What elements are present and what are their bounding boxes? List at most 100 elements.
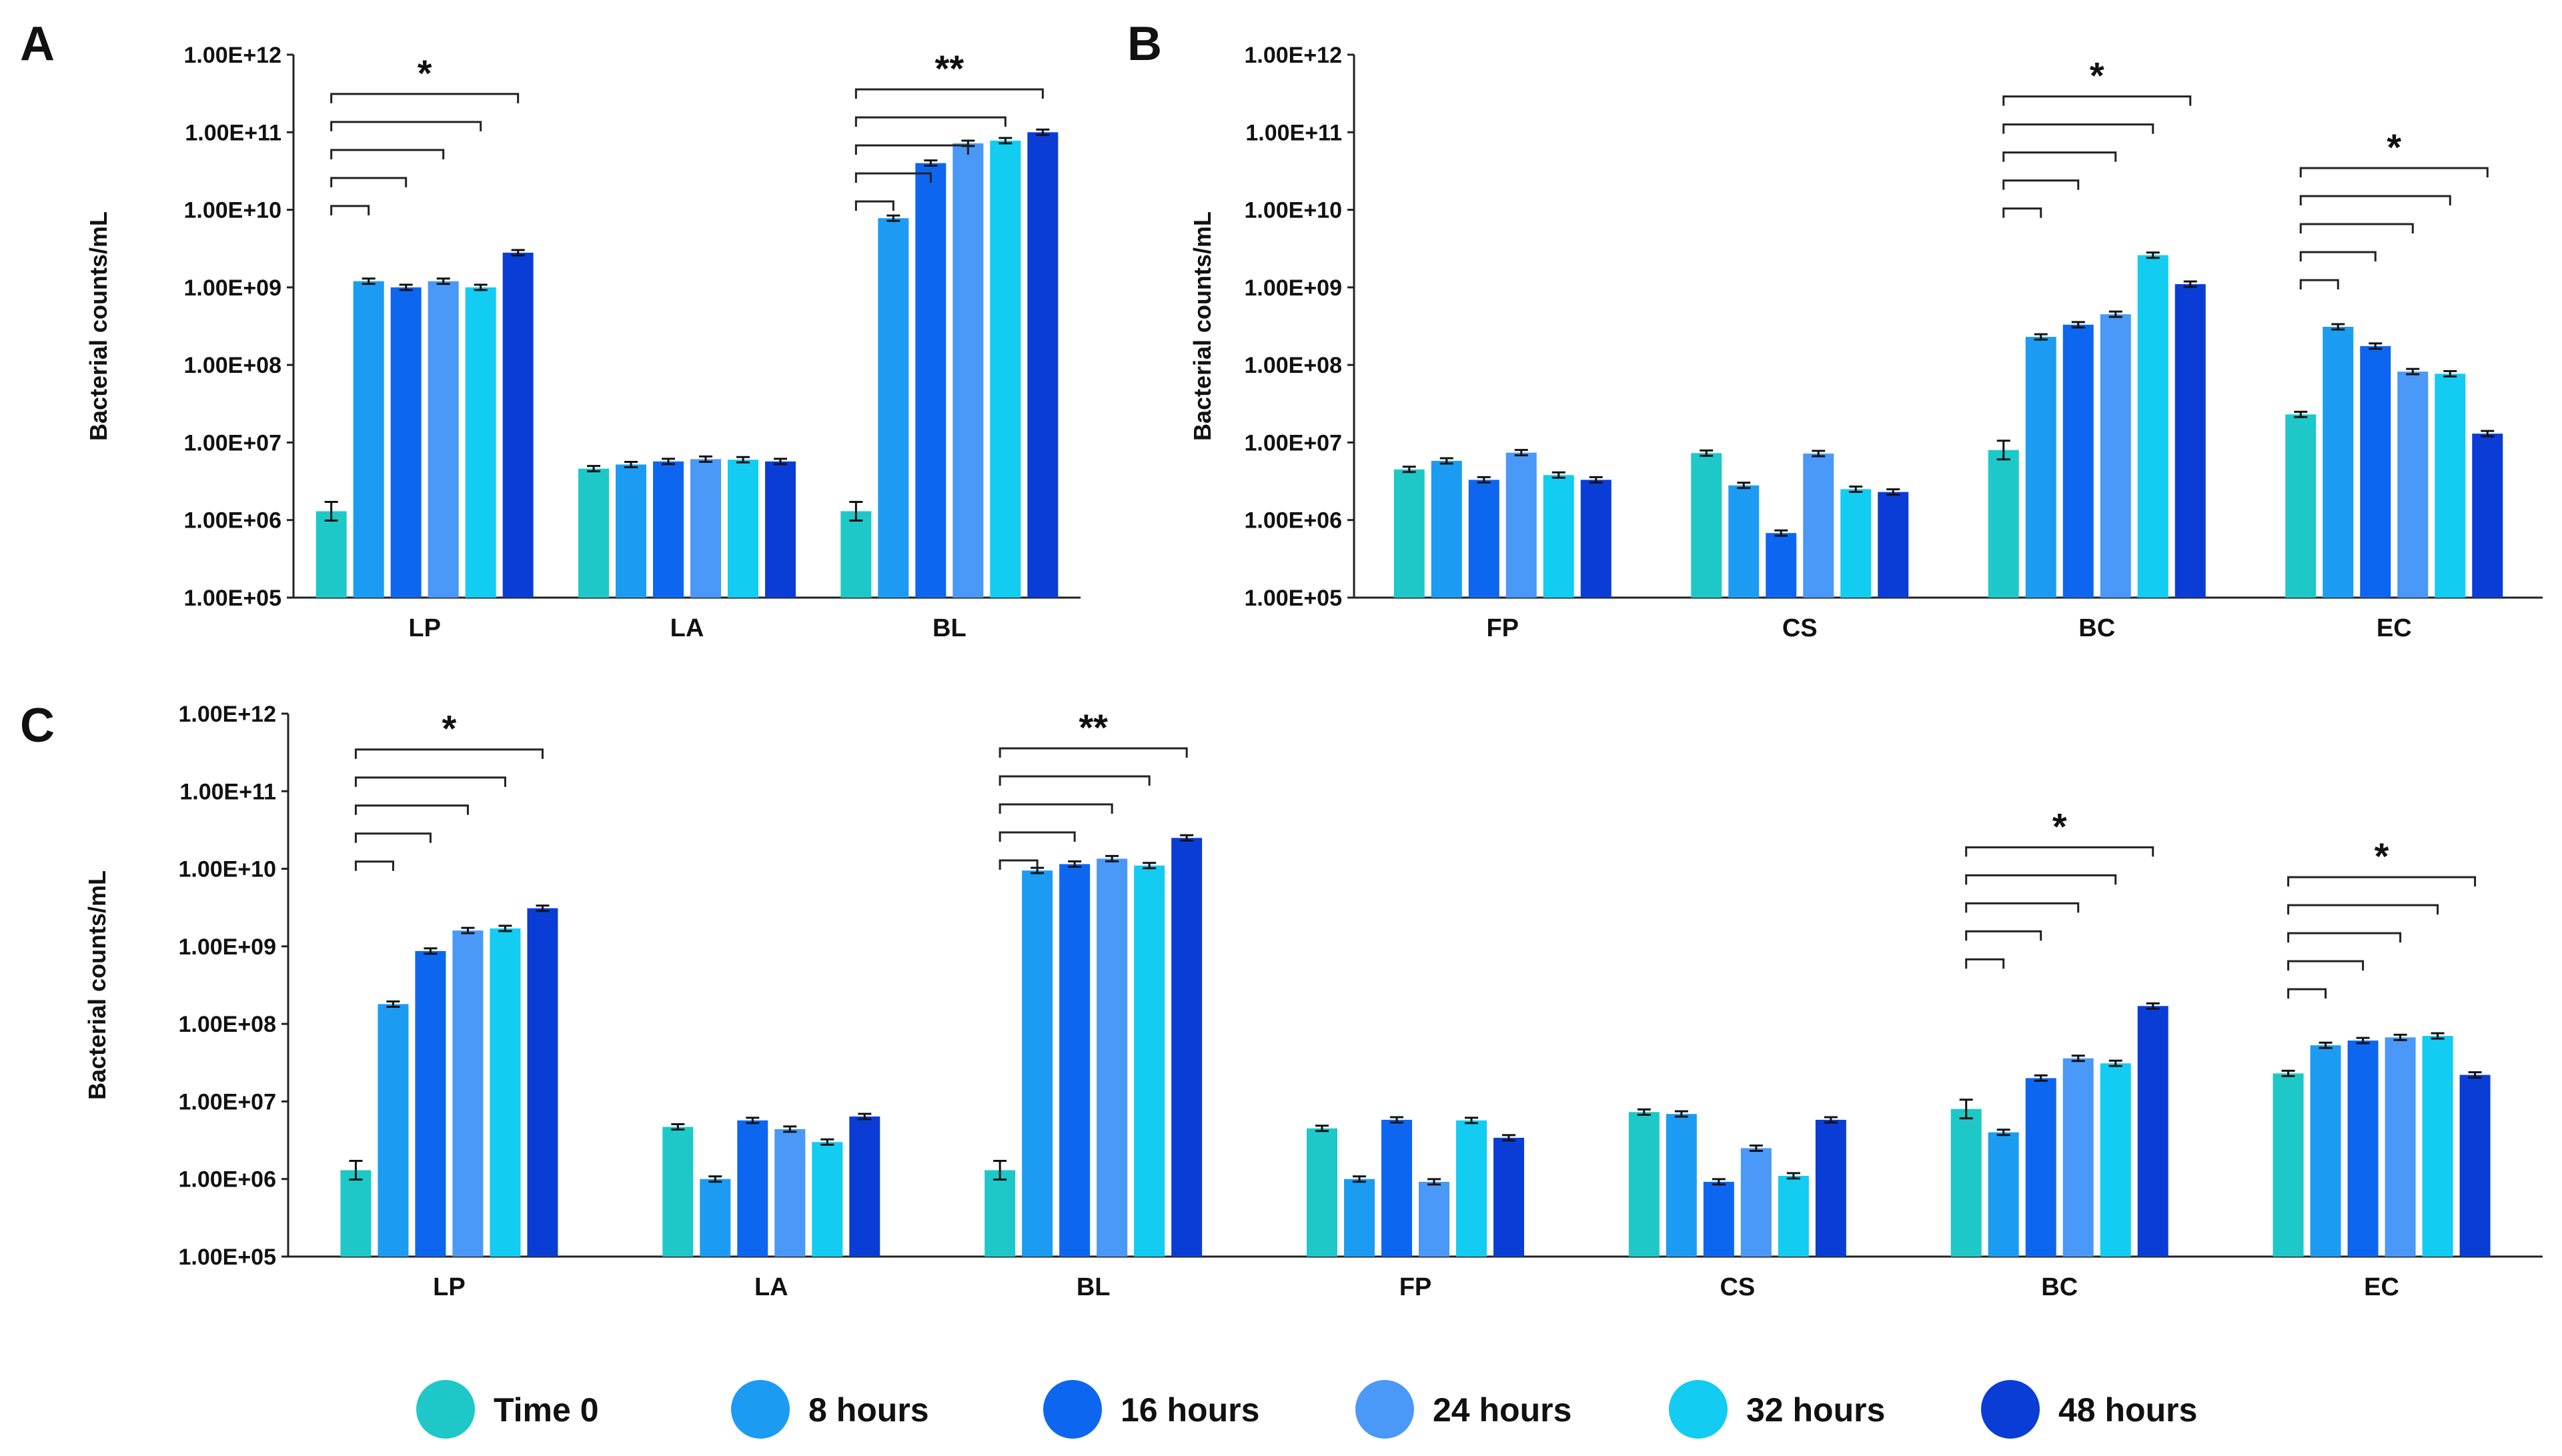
x-tick-label: FP — [1399, 1273, 1432, 1301]
bar-BC-3 — [2062, 1058, 2094, 1257]
legend-swatch — [416, 1380, 475, 1439]
legend-entry: 32 hours — [1746, 1391, 1885, 1429]
y-tick-label: 1.00E+07 — [1244, 430, 1342, 456]
significance-bracket — [854, 144, 969, 155]
bar-LA-0 — [662, 1127, 694, 1257]
bar-CS-1 — [1728, 485, 1760, 598]
significance-bracket — [854, 116, 1007, 127]
bar-FP-1 — [1344, 1179, 1375, 1257]
bar-CS-2 — [1766, 533, 1797, 598]
bar-LA-2 — [737, 1120, 768, 1257]
bar-BL-5 — [1027, 132, 1059, 598]
y-tick-label: 1.00E+05 — [1244, 586, 1342, 611]
y-tick-label: 1.00E+05 — [178, 1245, 276, 1270]
significance-bracket — [2287, 876, 2477, 887]
bar-BL-3 — [952, 143, 984, 598]
bar-FP-0 — [1393, 469, 1425, 598]
bar-EC-2 — [2360, 345, 2391, 598]
significance-bracket — [330, 205, 370, 215]
bar-BC-2 — [2025, 1078, 2056, 1257]
significance-bracket — [999, 803, 1113, 814]
y-tick-label: 1.00E+12 — [178, 702, 276, 727]
y-tick-label: 1.00E+06 — [183, 508, 281, 534]
bar-BL-2 — [915, 163, 946, 598]
bar-LA-3 — [774, 1129, 806, 1257]
bar-CS-5 — [1878, 492, 1909, 598]
bar-LP-3 — [452, 930, 484, 1257]
significance-bracket — [354, 860, 394, 871]
significance-marker: * — [2387, 126, 2401, 168]
bar-BC-5 — [2174, 284, 2206, 598]
significance-bracket — [999, 859, 1039, 870]
panel-label: A — [20, 17, 55, 71]
legend-entry: 48 hours — [2058, 1391, 2197, 1429]
panel-label: C — [20, 699, 55, 752]
legend-entry: 16 hours — [1121, 1391, 1259, 1429]
bar-LP-2 — [390, 287, 422, 598]
significance-bracket — [2287, 932, 2402, 943]
bar-FP-2 — [1468, 480, 1499, 598]
significance-bracket — [354, 804, 469, 815]
x-tick-label: CS — [1720, 1273, 1755, 1301]
bar-FP-5 — [1493, 1137, 1524, 1257]
bar-LP-5 — [502, 252, 534, 598]
significance-bracket — [2287, 960, 2365, 971]
bar-EC-2 — [2347, 1040, 2379, 1257]
bar-BC-3 — [2100, 314, 2131, 598]
significance-marker: ** — [935, 47, 965, 89]
significance-bracket — [354, 832, 432, 843]
y-axis-label: Bacterial counts/mL — [83, 870, 111, 1100]
x-tick-label: EC — [2364, 1273, 2399, 1301]
significance-bracket — [854, 200, 894, 211]
significance-bracket — [2002, 179, 2080, 190]
bar-LP-0 — [340, 1170, 372, 1257]
bar-LP-0 — [315, 511, 347, 598]
bar-CS-4 — [1778, 1175, 1809, 1257]
significance-bracket — [2002, 95, 2192, 106]
bar-EC-3 — [2385, 1037, 2416, 1257]
significance-marker: * — [418, 52, 432, 94]
legend-swatch — [1355, 1380, 1414, 1439]
y-tick-label: 1.00E+05 — [183, 586, 281, 611]
significance-bracket — [2299, 279, 2339, 290]
significance-bracket — [354, 748, 544, 759]
bar-CS-5 — [1815, 1119, 1846, 1257]
bar-CS-3 — [1803, 454, 1834, 598]
bar-FP-4 — [1543, 475, 1574, 598]
x-tick-label: BC — [2078, 614, 2115, 642]
y-tick-label: 1.00E+12 — [1244, 43, 1342, 68]
legend: Time 0 8 hours 16 hours 24 hours 32 hours 48 … — [416, 1380, 2197, 1439]
bar-BC-0 — [1950, 1109, 1982, 1257]
legend-swatch — [1043, 1380, 1102, 1439]
bar-FP-3 — [1419, 1181, 1449, 1257]
bar-BL-4 — [990, 140, 1021, 598]
legend-entry: 8 hours — [808, 1391, 929, 1429]
significance-bracket — [854, 88, 1044, 99]
bar-CS-1 — [1666, 1114, 1697, 1257]
bar-LA-1 — [616, 464, 646, 598]
x-tick-label: BC — [2041, 1273, 2078, 1301]
significance-bracket — [330, 177, 408, 187]
y-tick-label: 1.00E+07 — [183, 430, 281, 456]
panel-label: B — [1127, 17, 1162, 71]
bar-BL-1 — [878, 218, 909, 598]
significance-bracket — [1965, 930, 2042, 941]
y-tick-label: 1.00E+12 — [183, 43, 281, 68]
y-axis-label: Bacterial counts/mL — [85, 211, 112, 441]
significance-bracket — [354, 776, 506, 787]
bar-CS-4 — [1840, 489, 1872, 598]
panels-layer: A 1.00E+05 1.00E+06 1.00E+07 1.00E+08 1.00E+0… — [20, 17, 2543, 1301]
bar-BL-1 — [1022, 870, 1053, 1257]
significance-bracket — [2002, 151, 2117, 162]
bar-BL-4 — [1134, 865, 1165, 1257]
bar-LA-0 — [578, 468, 609, 598]
bar-CS-3 — [1740, 1148, 1772, 1257]
y-axis-label: Bacterial counts/mL — [1189, 211, 1216, 441]
bar-LA-2 — [653, 461, 684, 598]
y-tick-label: 1.00E+11 — [185, 120, 281, 145]
significance-bracket — [2287, 988, 2327, 999]
bar-BL-0 — [985, 1170, 1016, 1257]
significance-marker: * — [2052, 805, 2067, 847]
significance-bracket — [2287, 904, 2439, 915]
bar-BL-3 — [1097, 858, 1128, 1257]
